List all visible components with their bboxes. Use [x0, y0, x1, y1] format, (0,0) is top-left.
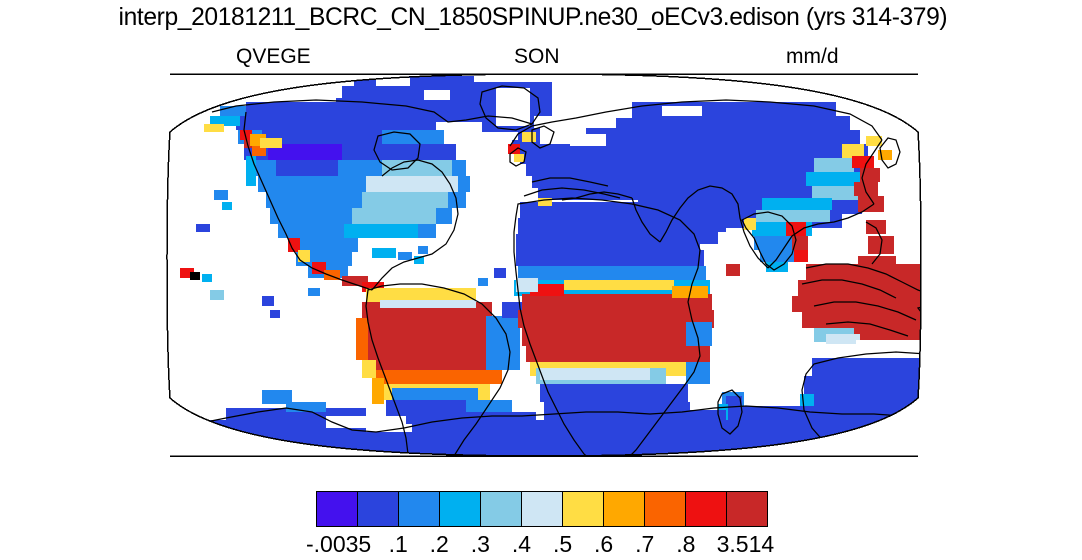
colorbar-cell-9	[686, 492, 727, 526]
colorbar-cell-6	[563, 492, 604, 526]
world-map	[166, 72, 922, 458]
colorbar-cell-8	[645, 492, 686, 526]
colorbar-tick-9: 3.514	[716, 531, 775, 557]
colorbar-tick-7: .7	[635, 531, 655, 557]
colorbar-cell-10	[727, 492, 767, 526]
colorbar	[316, 491, 768, 527]
colorbar-labels: -.0035 .1 .2 .3 .4 .5 .6 .7 .8 3.514	[0, 530, 1082, 560]
colorbar-tick-8: .8	[676, 531, 696, 557]
season-label: SON	[514, 45, 560, 68]
variable-label: QVEGE	[236, 45, 311, 68]
colorbar-cell-1	[358, 492, 399, 526]
colorbar-cell-0	[317, 492, 358, 526]
units-label: mm/d	[786, 45, 839, 68]
colorbar-tick-3: .3	[470, 531, 490, 557]
colorbar-tick-0: -.0035	[305, 531, 372, 557]
colorbar-tick-6: .6	[594, 531, 614, 557]
colorbar-tick-1: .1	[388, 531, 408, 557]
colorbar-tick-4: .4	[511, 531, 532, 557]
colorbar-cell-5	[522, 492, 563, 526]
colorbar-tick-5: .5	[552, 531, 573, 557]
colorbar-cell-3	[440, 492, 481, 526]
page-title: interp_20181211_BCRC_CN_1850SPINUP.ne30_…	[118, 3, 948, 31]
colorbar-cell-2	[399, 492, 440, 526]
colorbar-tick-2: .2	[429, 531, 449, 557]
colorbar-cell-4	[481, 492, 522, 526]
colorbar-cell-7	[604, 492, 645, 526]
